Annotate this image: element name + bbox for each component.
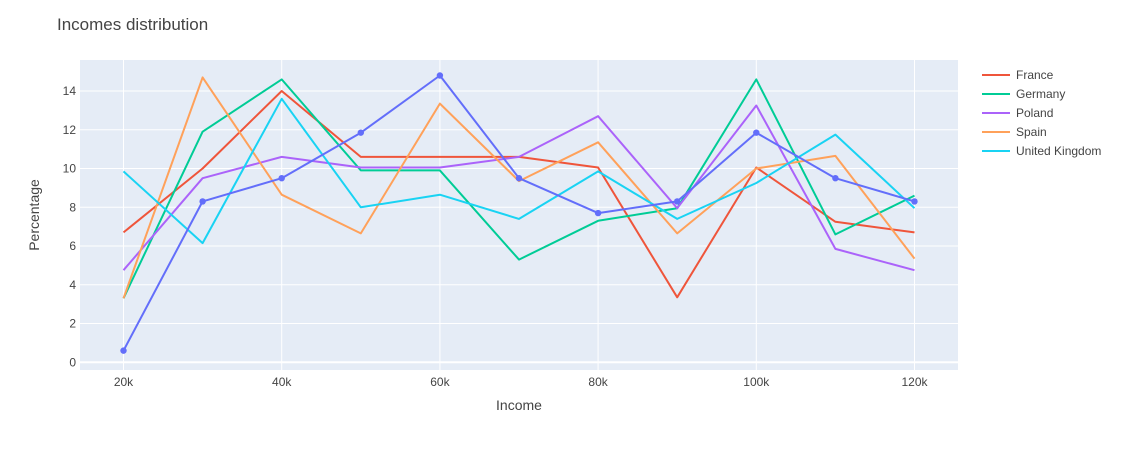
x-tick-label: 60k xyxy=(430,375,450,389)
legend-label: United Kingdom xyxy=(1016,144,1101,158)
x-tick-label: 80k xyxy=(588,375,608,389)
data-point xyxy=(753,129,760,136)
legend-item[interactable]: Spain xyxy=(982,125,1047,139)
y-tick-label: 6 xyxy=(69,239,76,253)
series-line-germany xyxy=(122,78,915,299)
x-tick-label: 120k xyxy=(901,375,928,389)
y-tick-label: 14 xyxy=(63,84,77,98)
series-line-poland xyxy=(122,104,915,272)
axis-ticks: 0 2 4 6 8 10 12 14 20k 40k 60k 80k 100k 120k xyxy=(63,84,929,389)
data-point xyxy=(199,198,206,205)
data-point xyxy=(673,198,681,205)
y-tick-label: 0 xyxy=(69,355,76,369)
y-tick-label: 10 xyxy=(63,162,77,176)
data-point xyxy=(911,198,918,205)
y-axis-title: Percentage xyxy=(26,179,42,251)
x-tick-label: 40k xyxy=(272,375,292,389)
x-axis-title: Income xyxy=(496,397,542,413)
legend: France Germany Poland Spain United Kingdom xyxy=(982,68,1101,158)
y-tick-label: 12 xyxy=(63,123,77,137)
data-point xyxy=(436,72,444,79)
data-point xyxy=(594,209,602,217)
data-point xyxy=(515,174,523,182)
data-point xyxy=(278,174,285,182)
legend-item[interactable]: France xyxy=(982,68,1054,82)
data-point xyxy=(357,129,365,136)
series-lines xyxy=(120,72,918,354)
series-line-united-kingdom xyxy=(122,97,916,245)
legend-item[interactable]: United Kingdom xyxy=(982,144,1101,158)
data-point xyxy=(832,174,839,182)
grid-lines xyxy=(80,60,958,370)
legend-item[interactable]: Poland xyxy=(982,106,1053,120)
x-tick-label: 100k xyxy=(743,375,770,389)
chart-title: Incomes distribution xyxy=(57,15,208,34)
y-tick-label: 4 xyxy=(69,278,76,292)
x-tick-label: 20k xyxy=(114,375,134,389)
data-point xyxy=(120,347,127,354)
legend-item[interactable]: Germany xyxy=(982,87,1065,101)
legend-label: Poland xyxy=(1016,106,1053,120)
legend-label: France xyxy=(1016,68,1054,82)
y-tick-label: 8 xyxy=(69,200,76,214)
legend-label: Spain xyxy=(1016,125,1047,139)
y-tick-label: 2 xyxy=(69,317,76,331)
legend-label: Germany xyxy=(1016,87,1065,101)
